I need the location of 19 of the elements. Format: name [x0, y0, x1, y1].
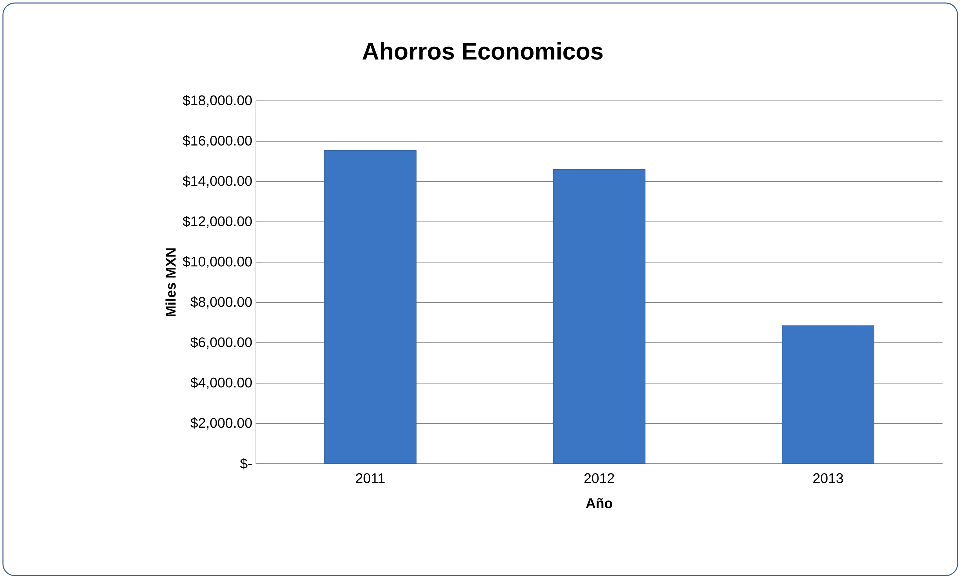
y-tick-label: $14,000.00 — [182, 176, 252, 188]
y-axis-title: Miles MXN — [166, 248, 176, 316]
bar — [782, 326, 875, 464]
bar — [553, 169, 646, 464]
x-axis-title: Año — [586, 498, 612, 508]
y-tick-label: $16,000.00 — [182, 135, 252, 148]
y-tick-label: $- — [240, 458, 252, 470]
x-tick-label: 2012 — [584, 473, 614, 484]
y-tick-label: $6,000.00 — [190, 336, 252, 350]
bar — [324, 150, 417, 464]
x-tick-label: 2011 — [356, 473, 385, 484]
y-tick-label: $18,000.00 — [182, 95, 252, 108]
y-tick-label: $10,000.00 — [182, 256, 252, 268]
chart-title: Ahorros Economicos — [362, 42, 603, 60]
y-tick-label: $12,000.00 — [182, 216, 252, 228]
y-tick-label: $4,000.00 — [190, 377, 252, 390]
y-tick-label: $2,000.00 — [190, 418, 252, 430]
y-tick-label: $8,000.00 — [190, 296, 252, 309]
x-tick-label: 2013 — [814, 473, 844, 484]
